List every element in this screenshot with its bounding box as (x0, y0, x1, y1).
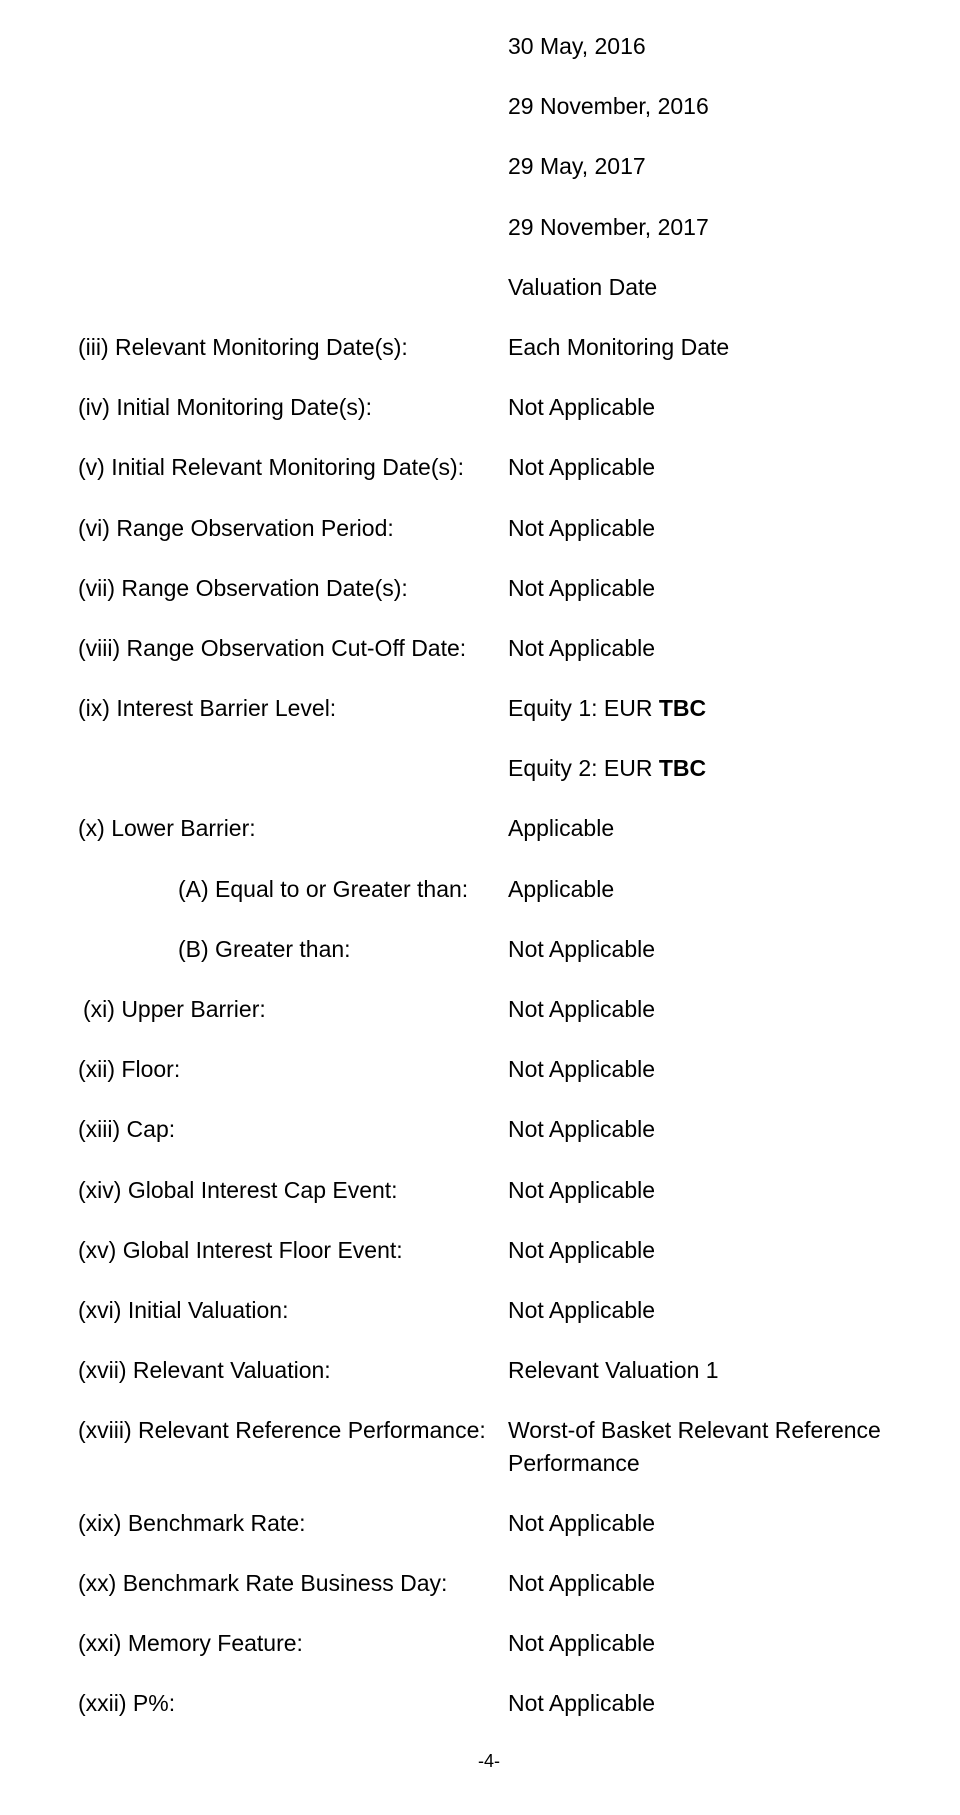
field-value: Not Applicable (508, 1294, 900, 1326)
field-value: Not Applicable (508, 933, 900, 965)
field-value: Not Applicable (508, 451, 900, 483)
date-line: 29 May, 2017 (508, 150, 900, 182)
field-value: Equity 1: EUR TBC (508, 692, 900, 724)
value-bold: TBC (659, 755, 706, 781)
page-number: -4- (78, 1749, 900, 1774)
field-value: Each Monitoring Date (508, 331, 900, 363)
value-prefix: Equity 2: EUR (508, 755, 659, 781)
date-line: 29 November, 2016 (508, 90, 900, 122)
field-label: (ix) Interest Barrier Level: (78, 692, 508, 724)
value-bold: TBC (659, 695, 706, 721)
field-label: (xiv) Global Interest Cap Event: (78, 1174, 508, 1206)
field-value: Equity 2: EUR TBC (508, 752, 900, 784)
field-label: (xx) Benchmark Rate Business Day: (78, 1567, 508, 1599)
field-value: Not Applicable (508, 1174, 900, 1206)
field-value: Applicable (508, 812, 900, 844)
field-label: (xvii) Relevant Valuation: (78, 1354, 508, 1386)
field-label: (viii) Range Observation Cut-Off Date: (78, 632, 508, 664)
field-sublabel: (A) Equal to or Greater than: (78, 873, 508, 905)
field-value: Worst-of Basket Relevant Reference Perfo… (508, 1414, 900, 1478)
date-line: 30 May, 2016 (508, 30, 900, 62)
field-value: Not Applicable (508, 1627, 900, 1659)
field-value: Not Applicable (508, 1507, 900, 1539)
field-value: Relevant Valuation 1 (508, 1354, 900, 1386)
field-value: Not Applicable (508, 391, 900, 423)
field-label: (xiii) Cap: (78, 1113, 508, 1145)
value-prefix: Equity 1: EUR (508, 695, 659, 721)
date-line: Valuation Date (508, 271, 900, 303)
field-value: Not Applicable (508, 1567, 900, 1599)
field-value: Not Applicable (508, 632, 900, 664)
field-label: (xvi) Initial Valuation: (78, 1294, 508, 1326)
field-label: (xviii) Relevant Reference Performance: (78, 1414, 508, 1446)
field-value: Not Applicable (508, 572, 900, 604)
field-value: Not Applicable (508, 1053, 900, 1085)
field-label: (xii) Floor: (78, 1053, 508, 1085)
field-value: Not Applicable (508, 1687, 900, 1719)
document-page: 30 May, 2016 29 November, 2016 29 May, 2… (0, 0, 960, 1815)
field-value: Not Applicable (508, 1234, 900, 1266)
field-value: Not Applicable (508, 1113, 900, 1145)
field-label: (iii) Relevant Monitoring Date(s): (78, 331, 508, 363)
field-label: (v) Initial Relevant Monitoring Date(s): (78, 451, 508, 483)
field-label: (xix) Benchmark Rate: (78, 1507, 508, 1539)
field-value: Applicable (508, 873, 900, 905)
field-label: (xi) Upper Barrier: (78, 993, 508, 1025)
field-label: (vii) Range Observation Date(s): (78, 572, 508, 604)
field-label: (x) Lower Barrier: (78, 812, 508, 844)
date-line: 29 November, 2017 (508, 211, 900, 243)
field-label: (vi) Range Observation Period: (78, 512, 508, 544)
field-label: (xxi) Memory Feature: (78, 1627, 508, 1659)
field-label: (xxii) P%: (78, 1687, 508, 1719)
field-label: (iv) Initial Monitoring Date(s): (78, 391, 508, 423)
field-value: Not Applicable (508, 993, 900, 1025)
field-value: Not Applicable (508, 512, 900, 544)
field-sublabel: (B) Greater than: (78, 933, 508, 965)
field-label: (xv) Global Interest Floor Event: (78, 1234, 508, 1266)
